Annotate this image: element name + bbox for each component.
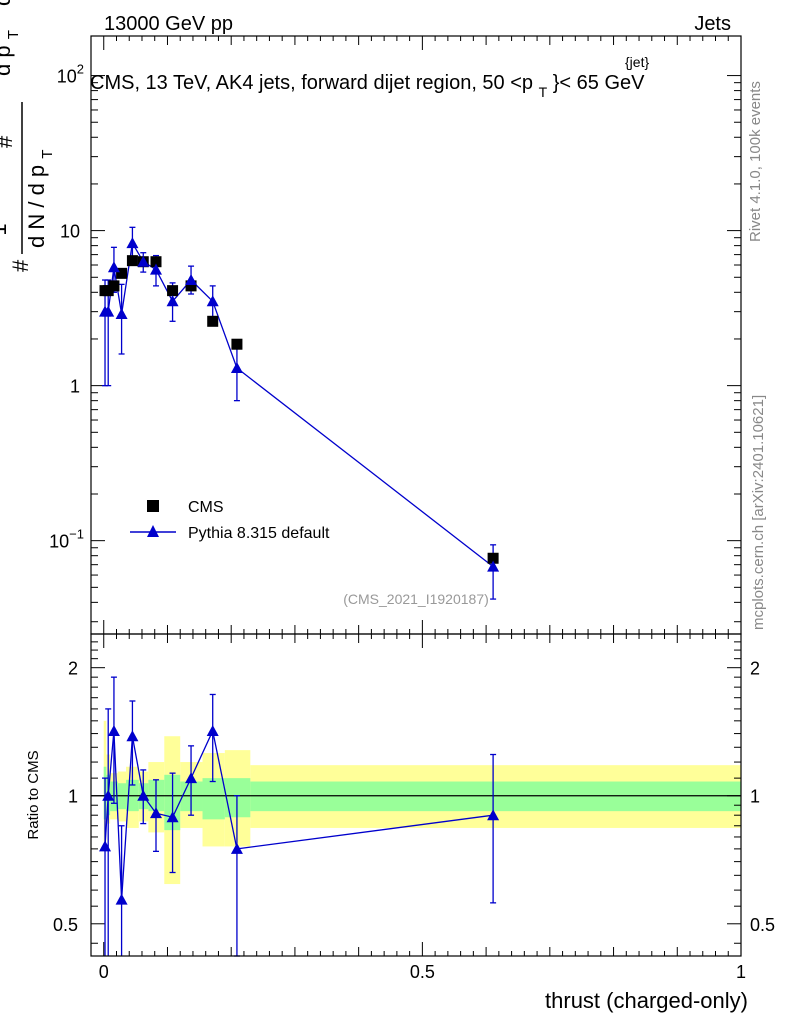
pythia-point (107, 261, 120, 273)
ratio-pythia-point (137, 789, 150, 801)
plot-title-main: CMS, 13 TeV, AK4 jets, forward dijet reg… (90, 72, 533, 94)
pythia-point (487, 560, 500, 572)
pythia-point (137, 255, 150, 267)
cms-point (108, 280, 120, 292)
mcplots-source-label: mcplots.cern.ch [arXiv:2401.10621] (750, 395, 767, 630)
plot-title-sup: {jet} (625, 54, 649, 70)
ratio-pythia-point (487, 809, 500, 821)
cms-point (487, 552, 499, 564)
cms-point (207, 315, 219, 327)
cms-point (150, 256, 162, 268)
cms-point (126, 255, 138, 267)
main-y-tick-label: 10 (60, 222, 80, 242)
svg-text:d N / d p T: d N / d p T (24, 150, 56, 248)
ratio-pythia-point (166, 811, 179, 823)
ratio-pythia-point (185, 772, 198, 784)
ylabel-dlambda: dλ (0, 0, 15, 6)
header-energy-label: 13000 GeV pp (104, 13, 233, 35)
ratio-panel: 0.5 0.51 12 2 0 0.5 1 Ratio to CMS thrust (ch… (25, 633, 775, 1013)
svg-text:d p T: d p T (0, 30, 22, 76)
ratio-y-tick-label-right: 2 (750, 659, 760, 679)
x-axis-label: thrust (charged-only) (545, 988, 748, 1013)
svg-text:dλ: dλ (0, 0, 15, 6)
ratio-pythia-point (107, 724, 120, 736)
ratio-x-tick-labels: 0 0.5 1 (99, 962, 746, 982)
x-tick-label: 1 (736, 962, 746, 982)
ratio-pythia-point (150, 807, 162, 819)
legend-label-cms: CMS (188, 499, 224, 516)
svg-text:#: # (0, 135, 17, 148)
ratio-pythia-point (230, 842, 243, 854)
analysis-id-label: (CMS_2021_I1920187) (343, 591, 489, 607)
main-frame (90, 35, 742, 635)
x-tick-label: 0.5 (410, 962, 435, 982)
x-tick-label: 0 (99, 962, 109, 982)
cms-point (102, 285, 114, 297)
ylabel-sub-t-2: T (5, 30, 22, 39)
pythia-point (126, 237, 139, 249)
ratio-pythia-point (206, 724, 219, 736)
pythia-line (105, 241, 494, 568)
ratio-y-tick-label: 2 (68, 659, 78, 679)
pythia-point (115, 307, 128, 319)
pythia-point (102, 305, 115, 317)
main-y-tick-label: 10−1 (49, 527, 84, 552)
ratio-pythia-point (115, 893, 128, 905)
plot-title-sub: T (539, 84, 548, 100)
ratio-pythia-point (126, 730, 139, 742)
svg-text:# 1: # 1 (0, 223, 33, 272)
ylabel-frac-1: 1 (0, 223, 11, 235)
ratio-y-tick-label-right: 0.5 (750, 915, 775, 935)
ratio-y-tick-labels: 0.5 0.5 1 1 2 2 (53, 659, 775, 935)
pythia-point (185, 274, 198, 286)
ratio-y-tick-label-right: 1 (750, 787, 760, 807)
ratio-pythia-point (99, 840, 112, 852)
cms-point (116, 267, 128, 279)
ratio-frame (90, 633, 742, 957)
ratio-pythia-point (102, 789, 115, 801)
rivet-version-label: Rivet 4.1.0, 100k events (747, 81, 764, 242)
ratio-series (99, 676, 500, 957)
cms-point (231, 338, 243, 350)
legend-marker-cms (147, 500, 159, 512)
main-y-axis-label: # 1 d N / d p T # d p T d 2 N dλ (0, 0, 56, 272)
main-axis-ticks (91, 36, 742, 634)
legend: CMS Pythia 8.315 default (130, 499, 330, 542)
ratio-y-tick-label: 1 (68, 787, 78, 807)
ratio-pythia-line (104, 728, 494, 900)
cms-point (167, 285, 179, 297)
main-y-tick-label: 102 (57, 62, 84, 87)
header-jets-label: Jets (694, 13, 731, 35)
main-y-tick-labels: 10−1 1 10 102 (49, 62, 84, 552)
legend-label-pythia: Pythia 8.315 default (188, 525, 330, 542)
ratio-uncertainty-bands (103, 720, 741, 885)
main-y-tick-label: 1 (70, 377, 80, 397)
ratio-y-tick-label: 0.5 (53, 915, 78, 935)
pythia-point (206, 295, 219, 307)
plot-title: CMS, 13 TeV, AK4 jets, forward dijet reg… (90, 72, 645, 102)
legend-marker-pythia (147, 525, 159, 537)
ylabel-hash-2: # (0, 135, 17, 148)
plot-title-end: }< 65 GeV (553, 72, 645, 94)
pythia-point (150, 263, 162, 275)
stat-uncertainty-band (202, 778, 225, 820)
ylabel-sub-t-1: T (39, 150, 56, 159)
pythia-point (166, 295, 179, 307)
main-series (99, 226, 500, 600)
pythia-point (230, 361, 243, 373)
ylabel-hash-1: # (8, 259, 33, 272)
ylabel-d-pt: d p (0, 45, 15, 76)
ratio-y-axis-label: Ratio to CMS (25, 750, 42, 839)
cms-point (185, 280, 197, 292)
ylabel-dn-dpt: d N / d p (24, 165, 49, 248)
